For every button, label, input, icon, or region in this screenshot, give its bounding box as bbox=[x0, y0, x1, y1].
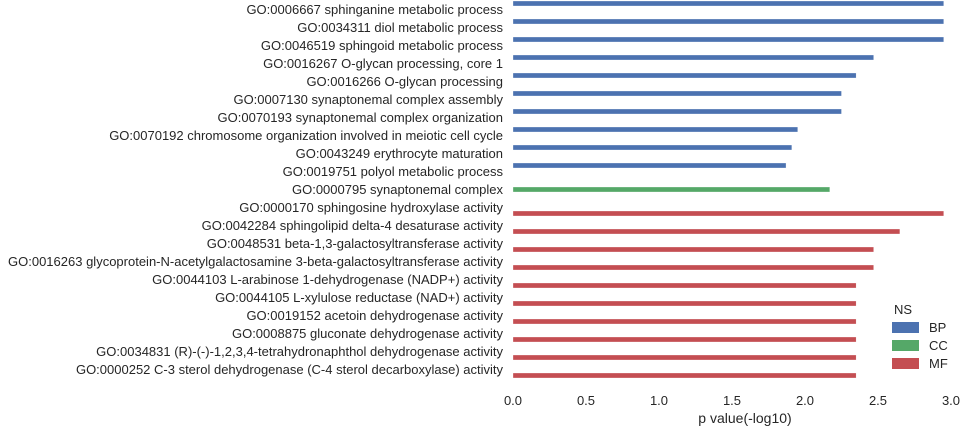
bar-mf bbox=[512, 336, 857, 343]
bar-bp bbox=[512, 18, 944, 25]
bar-bp bbox=[512, 72, 857, 79]
category-label: GO:0000252 C-3 sterol dehydrogenase (C-4… bbox=[76, 362, 504, 377]
legend-title: NS bbox=[894, 302, 912, 317]
legend-label-bp: BP bbox=[929, 320, 946, 335]
x-tick-label: 2.0 bbox=[796, 393, 814, 408]
category-label: GO:0016266 O-glycan processing bbox=[306, 74, 503, 89]
category-label: GO:0070193 synaptonemal complex organiza… bbox=[218, 110, 503, 125]
category-label: GO:0016267 O-glycan processing, core 1 bbox=[263, 56, 503, 71]
x-tick-label: 1.0 bbox=[650, 393, 668, 408]
bar-mf bbox=[512, 300, 857, 307]
bar-mf bbox=[512, 264, 874, 271]
category-label: GO:0044105 L-xylulose reductase (NAD+) a… bbox=[215, 290, 503, 305]
category-label: GO:0000795 synaptonemal complex bbox=[292, 182, 504, 197]
category-label: GO:0034831 (R)-(-)-1,2,3,4-tetrahydronap… bbox=[96, 344, 503, 359]
legend: NS BP CC MF bbox=[892, 302, 948, 371]
x-tick-label: 3.0 bbox=[942, 393, 960, 408]
category-label: GO:0000170 sphingosine hydroxylase activ… bbox=[239, 200, 503, 215]
bar-bp bbox=[512, 126, 798, 133]
bar-mf bbox=[512, 210, 944, 217]
category-label: GO:0042284 sphingolipid delta-4 desatura… bbox=[202, 218, 504, 233]
category-label: GO:0048531 beta-1,3-galactosyltransferas… bbox=[207, 236, 504, 251]
bars-layer bbox=[512, 0, 944, 379]
legend-swatch-bp bbox=[892, 322, 919, 333]
category-label: GO:0070192 chromosome organization invol… bbox=[109, 128, 503, 143]
category-label: GO:0008875 gluconate dehydrogenase activ… bbox=[232, 326, 504, 341]
bar-bp bbox=[512, 54, 874, 61]
category-label: GO:0019751 polyol metabolic process bbox=[283, 164, 504, 179]
bar-bp bbox=[512, 36, 944, 43]
category-label: GO:0006667 sphinganine metabolic process bbox=[246, 2, 503, 17]
bar-bp bbox=[512, 90, 842, 97]
category-label: GO:0019152 acetoin dehydrogenase activit… bbox=[246, 308, 503, 323]
category-label: GO:0043249 erythrocyte maturation bbox=[296, 146, 503, 161]
bar-mf bbox=[512, 372, 857, 379]
x-tick-label: 0.0 bbox=[504, 393, 522, 408]
x-tick-label: 2.5 bbox=[869, 393, 887, 408]
bar-cc bbox=[512, 186, 830, 193]
bar-bp bbox=[512, 162, 787, 169]
category-label: GO:0034311 diol metabolic process bbox=[297, 20, 503, 35]
x-axis-ticks: 0.0 0.5 1.0 1.5 2.0 2.5 3.0 bbox=[504, 393, 960, 408]
bar-bp bbox=[512, 108, 842, 115]
category-label: GO:0007130 synaptonemal complex assembly bbox=[233, 92, 503, 107]
bar-mf bbox=[512, 228, 901, 235]
bar-mf bbox=[512, 354, 857, 361]
category-label: GO:0044103 L-arabinose 1-dehydrogenase (… bbox=[152, 272, 503, 287]
x-tick-label: 0.5 bbox=[577, 393, 595, 408]
category-label: GO:0016263 glycoprotein-N-acetylgalactos… bbox=[8, 254, 503, 269]
bar-mf bbox=[512, 246, 874, 253]
legend-label-cc: CC bbox=[929, 338, 948, 353]
legend-swatch-cc bbox=[892, 340, 919, 351]
legend-label-mf: MF bbox=[929, 356, 948, 371]
bar-mf bbox=[512, 318, 857, 325]
bar-bp bbox=[512, 0, 944, 7]
category-labels: GO:0006667 sphinganine metabolic process… bbox=[8, 2, 503, 377]
legend-swatch-mf bbox=[892, 358, 919, 369]
bar-mf bbox=[512, 282, 857, 289]
category-label: GO:0046519 sphingoid metabolic process bbox=[261, 38, 504, 53]
bar-bp bbox=[512, 144, 793, 151]
x-axis-label: p value(-log10) bbox=[698, 410, 791, 426]
x-tick-label: 1.5 bbox=[723, 393, 741, 408]
